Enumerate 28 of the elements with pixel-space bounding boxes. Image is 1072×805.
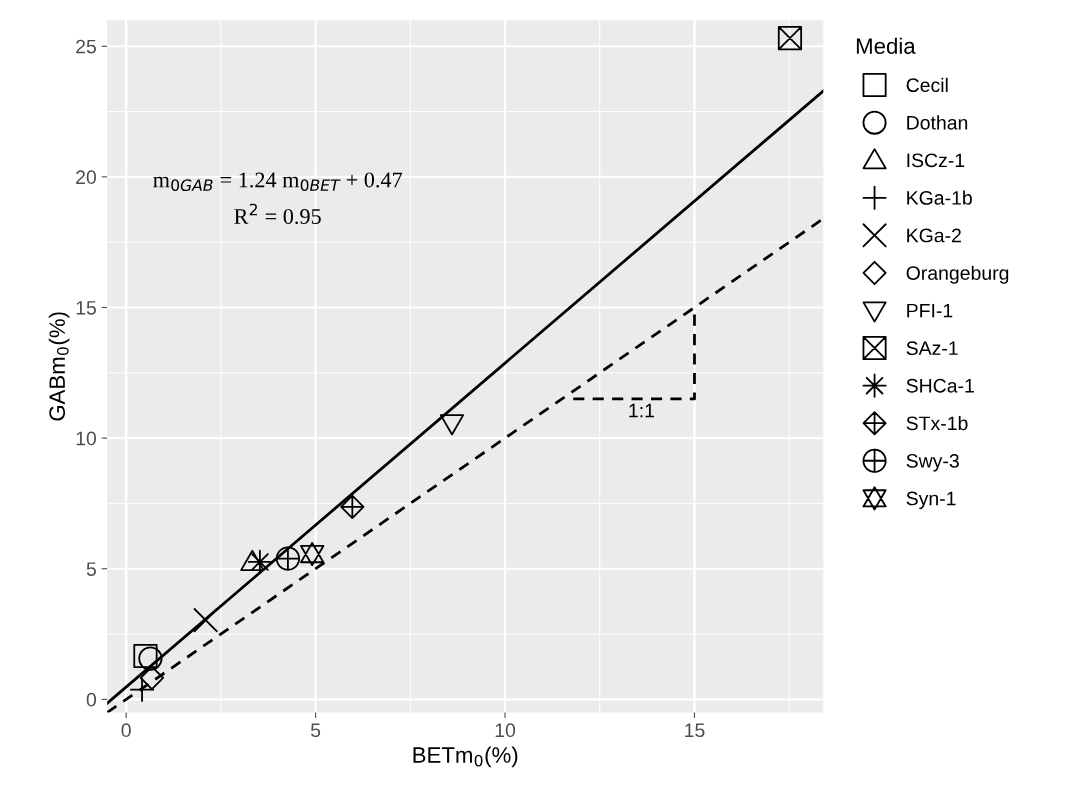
- annotation: m$_{0GAB}$ = 1.24 m$_{0BET}$ + 0.47: [153, 172, 403, 192]
- annotation: R$^{2}$ = 0.95: [234, 203, 321, 225]
- x-tick-label: 0: [121, 723, 131, 738]
- legend-label: KGa-1b: [907, 190, 972, 205]
- y-tick-label: 15: [76, 301, 96, 315]
- legend-label: SAz-1: [906, 341, 958, 356]
- y-tick-label: 0: [86, 692, 97, 707]
- y-tick-label: 10: [76, 431, 97, 446]
- legend-label: Dothan: [907, 115, 968, 130]
- legend-label: ISCz-1: [907, 153, 965, 168]
- legend-label: PFI-1: [907, 303, 953, 318]
- x-axis-title: BETm$_{0}$(%): [413, 746, 518, 768]
- legend-title: Media: [856, 37, 916, 54]
- y-axis-title: GABm$_{0}$(%): [48, 312, 70, 421]
- legend-label: SHCa-1: [906, 378, 974, 393]
- y-tick-label: 25: [76, 39, 96, 54]
- legend-label: KGa-2: [907, 228, 961, 243]
- legend-label: Syn-1: [906, 491, 956, 510]
- x-tick-label: 10: [495, 723, 516, 738]
- x-tick-label: 15: [685, 723, 705, 738]
- legend-label: Swy-3: [906, 454, 959, 472]
- legend-label: Cecil: [906, 77, 948, 93]
- annotation: 1:1: [629, 403, 654, 418]
- y-tick-label: 5: [86, 562, 96, 576]
- legend-label: Orangeburg: [906, 265, 1009, 284]
- y-tick-label: 20: [76, 170, 97, 185]
- x-tick-label: 5: [310, 723, 321, 738]
- legend-label: STx-1b: [906, 415, 968, 431]
